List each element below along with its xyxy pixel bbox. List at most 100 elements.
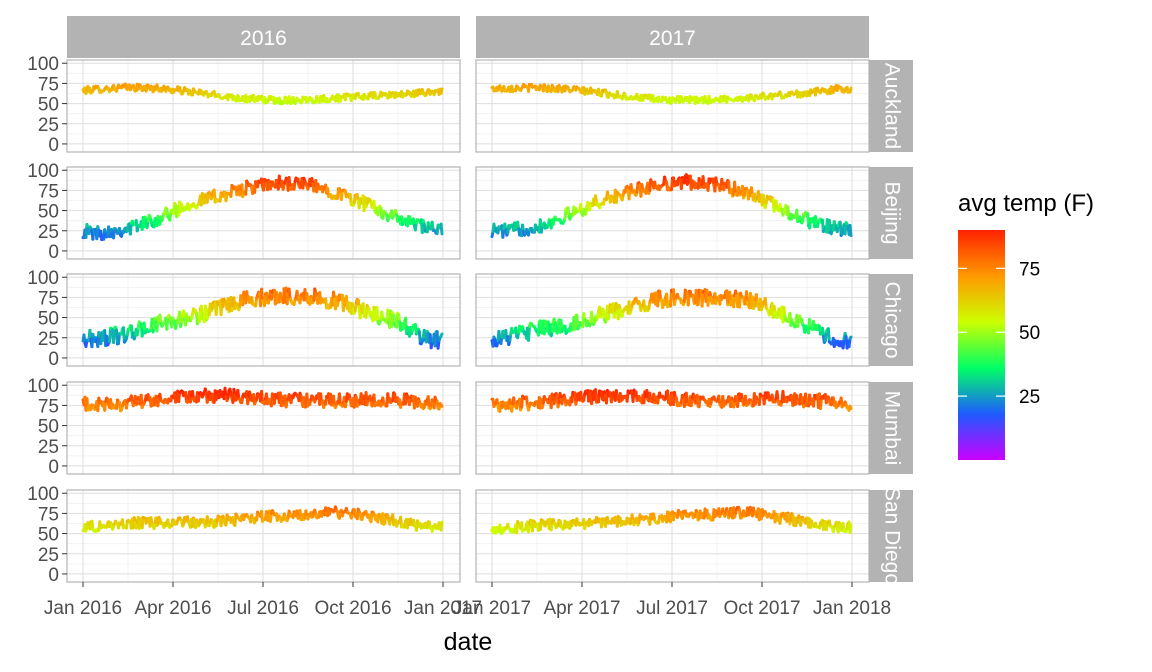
facet-strip-label-beijing: Beijing xyxy=(880,181,903,244)
y-tick-label: 25 xyxy=(38,222,59,243)
series-segment xyxy=(684,391,689,407)
legend-tick-label: 75 xyxy=(1019,259,1040,280)
series-segment xyxy=(841,337,846,350)
y-tick-label: 75 xyxy=(38,504,59,525)
series-segment xyxy=(140,325,145,338)
y-tick-label: 50 xyxy=(38,309,59,330)
series-segment xyxy=(260,389,265,405)
panel-auckland-2016 xyxy=(66,59,461,153)
x-tick-label: Apr 2016 xyxy=(134,598,211,619)
y-tick-label: 75 xyxy=(38,396,59,417)
panel-border xyxy=(66,166,461,260)
series-segment xyxy=(848,86,853,94)
series-segment xyxy=(417,330,422,345)
facet-strip-label-chicago: Chicago xyxy=(880,281,903,358)
series-segment xyxy=(818,397,823,410)
series-segment xyxy=(439,332,444,338)
series-segment xyxy=(205,191,210,204)
legend-tick-label: 50 xyxy=(1019,323,1040,344)
panel-border xyxy=(66,273,461,367)
series-segment xyxy=(566,206,571,219)
x-tick-label: Oct 2017 xyxy=(723,598,800,619)
series-san-diego-2017 xyxy=(490,505,853,536)
series-mumbai-2017 xyxy=(490,388,853,413)
facet-strip-label-2016: 2016 xyxy=(240,27,287,50)
facet-strip-mumbai xyxy=(869,382,913,474)
y-tick-label: 75 xyxy=(38,74,59,95)
series-segment xyxy=(339,188,344,201)
series-segment xyxy=(260,287,265,303)
y-tick-label: 100 xyxy=(27,376,59,397)
x-tick-label: Apr 2017 xyxy=(543,598,620,619)
panel-chicago-2017 xyxy=(475,273,870,367)
series-segment xyxy=(826,327,831,344)
series-segment xyxy=(439,87,444,95)
series-segment xyxy=(337,392,342,407)
series-segment xyxy=(550,320,555,334)
y-tick-label: 25 xyxy=(38,437,59,458)
series-segment xyxy=(706,293,711,307)
y-tick-label: 100 xyxy=(27,268,59,289)
series-mumbai-2016 xyxy=(81,386,444,413)
facet-strip-label-group: Beijing xyxy=(880,181,903,244)
facet-strip-label-auckland: Auckland xyxy=(880,63,903,149)
series-segment xyxy=(287,287,292,301)
panel-border xyxy=(66,381,461,475)
panel-border xyxy=(66,59,461,153)
facet-strip-label-san-diego: San Diego xyxy=(880,487,903,585)
panel-mumbai-2016 xyxy=(66,381,461,475)
series-segment xyxy=(848,523,853,534)
facet-strip-label-group: Chicago xyxy=(880,281,903,358)
series-segment xyxy=(700,290,705,308)
y-tick-label: 0 xyxy=(48,565,59,586)
series-segment xyxy=(761,193,766,208)
series-segment xyxy=(669,288,674,308)
series-segment xyxy=(733,180,738,196)
series-beijing-2016 xyxy=(81,174,444,242)
x-tick-label: Jan 2018 xyxy=(813,598,891,619)
series-segment xyxy=(555,321,560,335)
series-segment xyxy=(627,187,632,201)
facet-strip-auckland xyxy=(869,60,913,152)
x-tick-label: Oct 2016 xyxy=(314,598,391,619)
series-segment xyxy=(287,176,292,190)
facet-strip-label-group: Auckland xyxy=(880,63,903,149)
legend-title: avg temp (F) xyxy=(958,190,1094,217)
series-segment xyxy=(732,294,737,309)
y-tick-label: 50 xyxy=(38,417,59,438)
y-tick-label: 0 xyxy=(48,349,59,370)
x-tick-label: Jul 2016 xyxy=(227,598,299,619)
legend-colorbar xyxy=(958,230,1005,460)
facet-strip-label-group: Mumbai xyxy=(880,391,903,466)
series-segment xyxy=(823,329,828,343)
series-segment xyxy=(775,390,780,403)
facet-strip-san-diego xyxy=(869,490,913,582)
series-segment xyxy=(590,310,595,326)
facet-strip-label-mumbai: Mumbai xyxy=(880,391,903,466)
panel-beijing-2016 xyxy=(66,166,461,260)
y-tick-label: 0 xyxy=(48,457,59,478)
series-auckland-2017 xyxy=(490,82,853,105)
series-segment xyxy=(806,212,811,227)
series-segment xyxy=(426,395,431,410)
y-tick-label: 100 xyxy=(27,54,59,75)
series-segment xyxy=(848,223,853,238)
facet-strip-2017 xyxy=(476,16,869,58)
y-tick-label: 75 xyxy=(38,288,59,309)
series-auckland-2016 xyxy=(81,82,444,106)
legend-tick-label: 25 xyxy=(1019,387,1040,408)
series-beijing-2017 xyxy=(490,173,853,239)
series-segment xyxy=(686,289,691,307)
x-tick-label: Jan 2016 xyxy=(44,598,122,619)
series-segment xyxy=(827,219,832,235)
series-segment xyxy=(369,510,374,524)
panel-auckland-2017 xyxy=(475,59,870,153)
series-segment xyxy=(332,394,337,408)
y-tick-label: 75 xyxy=(38,181,59,202)
series-san-diego-2016 xyxy=(81,505,444,533)
series-segment xyxy=(108,326,113,344)
y-tick-label: 100 xyxy=(27,161,59,182)
